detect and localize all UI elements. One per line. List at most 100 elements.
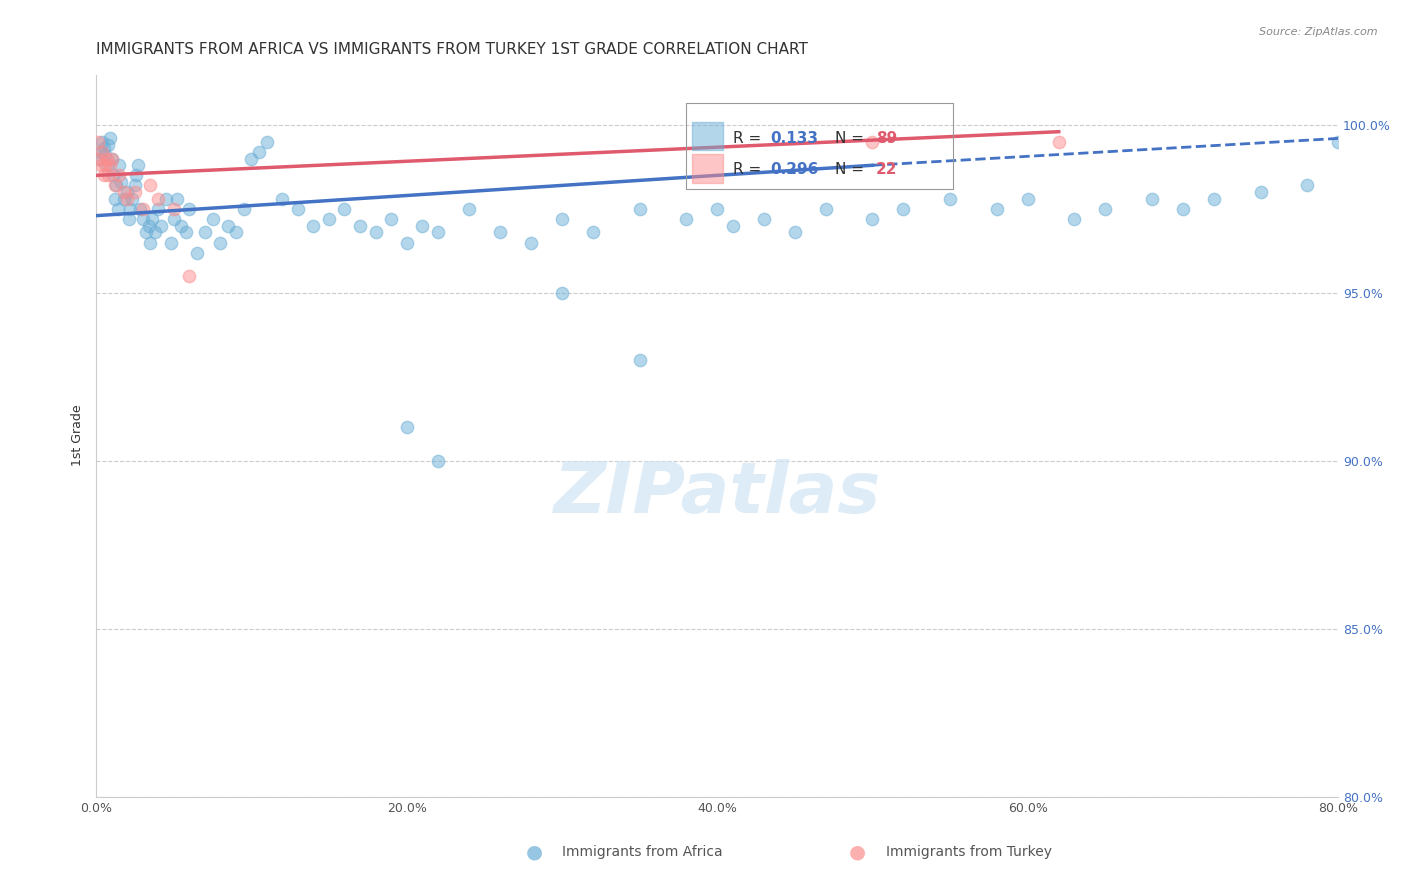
Immigrants from Africa [118, 212, 141, 227]
Immigrants from Africa [97, 138, 120, 153]
Immigrants from Africa [395, 420, 418, 434]
Immigrants from Africa [131, 212, 153, 227]
Immigrants from Africa [628, 353, 651, 368]
Immigrants from Africa [101, 169, 124, 183]
Immigrants from Africa [426, 454, 449, 468]
Immigrants from Africa [115, 185, 138, 199]
Immigrants from Africa [141, 212, 163, 227]
Immigrants from Africa [752, 212, 775, 227]
Immigrants from Turkey [98, 158, 121, 172]
Text: Source: ZipAtlas.com: Source: ZipAtlas.com [1260, 27, 1378, 37]
Immigrants from Turkey [94, 158, 117, 172]
Immigrants from Turkey [93, 169, 115, 183]
Immigrants from Africa [247, 145, 270, 159]
Text: 89: 89 [876, 130, 897, 145]
Immigrants from Africa [411, 219, 433, 233]
Immigrants from Africa [333, 202, 356, 216]
Immigrants from Africa [287, 202, 309, 216]
Text: Immigrants from Turkey: Immigrants from Turkey [886, 845, 1052, 859]
Text: 22: 22 [876, 162, 897, 178]
Immigrants from Africa [457, 202, 479, 216]
Immigrants from Africa [135, 226, 157, 240]
Immigrants from Turkey [146, 192, 169, 206]
Immigrants from Africa [209, 235, 232, 250]
Immigrants from Turkey [86, 135, 108, 149]
Immigrants from Africa [139, 235, 162, 250]
Immigrants from Africa [1327, 135, 1350, 149]
Immigrants from Africa [100, 152, 122, 166]
Immigrants from Africa [201, 212, 224, 227]
Immigrants from Africa [96, 158, 118, 172]
Immigrants from Turkey [100, 152, 122, 166]
Immigrants from Africa [127, 158, 149, 172]
Immigrants from Africa [91, 135, 114, 149]
Immigrants from Africa [128, 202, 150, 216]
Immigrants from Africa [174, 226, 197, 240]
Immigrants from Africa [364, 226, 387, 240]
Immigrants from Africa [89, 152, 111, 166]
Immigrants from Africa [194, 226, 217, 240]
Text: N =: N = [835, 162, 865, 178]
Immigrants from Africa [155, 192, 177, 206]
Text: IMMIGRANTS FROM AFRICA VS IMMIGRANTS FROM TURKEY 1ST GRADE CORRELATION CHART: IMMIGRANTS FROM AFRICA VS IMMIGRANTS FRO… [96, 42, 808, 57]
Immigrants from Africa [706, 202, 728, 216]
Immigrants from Africa [986, 202, 1008, 216]
Text: R =: R = [734, 130, 766, 145]
Immigrants from Africa [90, 145, 112, 159]
Immigrants from Africa [349, 219, 371, 233]
Immigrants from Africa [120, 202, 142, 216]
Bar [686, 103, 953, 189]
Immigrants from Africa [1202, 192, 1225, 206]
Text: R =: R = [734, 162, 766, 178]
Immigrants from Africa [163, 212, 186, 227]
Immigrants from Africa [380, 212, 402, 227]
Immigrants from Africa [108, 158, 131, 172]
Immigrants from Africa [146, 202, 169, 216]
Text: ●: ● [849, 842, 866, 862]
Immigrants from Africa [551, 212, 574, 227]
Immigrants from Africa [104, 192, 127, 206]
Immigrants from Africa [232, 202, 254, 216]
Immigrants from Africa [107, 202, 129, 216]
Immigrants from Africa [1140, 192, 1163, 206]
Y-axis label: 1st Grade: 1st Grade [72, 405, 84, 467]
Immigrants from Africa [271, 192, 294, 206]
Immigrants from Turkey [90, 158, 112, 172]
Immigrants from Turkey [179, 269, 201, 284]
Immigrants from Africa [628, 202, 651, 216]
Immigrants from Turkey [96, 152, 118, 166]
Immigrants from Africa [110, 175, 132, 189]
Immigrants from Turkey [112, 185, 135, 199]
Text: Immigrants from Africa: Immigrants from Africa [562, 845, 723, 859]
Immigrants from Africa [105, 178, 128, 193]
Immigrants from Turkey [139, 178, 162, 193]
Immigrants from Africa [426, 226, 449, 240]
Immigrants from Africa [121, 192, 143, 206]
Immigrants from Africa [395, 235, 418, 250]
Immigrants from Turkey [131, 202, 153, 216]
Immigrants from Africa [112, 192, 135, 206]
Bar [692, 121, 723, 151]
Immigrants from Africa [124, 178, 146, 193]
Immigrants from Turkey [104, 178, 127, 193]
Immigrants from Africa [1250, 185, 1272, 199]
Immigrants from Africa [1296, 178, 1319, 193]
Immigrants from Africa [179, 202, 201, 216]
Immigrants from Africa [159, 235, 181, 250]
Immigrants from Africa [186, 245, 208, 260]
Immigrants from Africa [939, 192, 962, 206]
Immigrants from Africa [138, 219, 160, 233]
Immigrants from Africa [240, 152, 263, 166]
Immigrants from Africa [217, 219, 239, 233]
Immigrants from Turkey [1047, 135, 1070, 149]
Text: N =: N = [835, 130, 865, 145]
Text: ZIPatlas: ZIPatlas [554, 458, 880, 528]
Immigrants from Africa [1063, 212, 1085, 227]
Immigrants from Africa [893, 202, 915, 216]
Immigrants from Africa [520, 235, 543, 250]
Immigrants from Turkey [862, 135, 884, 149]
Immigrants from Africa [98, 131, 121, 145]
Immigrants from Africa [1094, 202, 1116, 216]
Immigrants from Africa [551, 285, 574, 300]
Immigrants from Africa [94, 148, 117, 162]
